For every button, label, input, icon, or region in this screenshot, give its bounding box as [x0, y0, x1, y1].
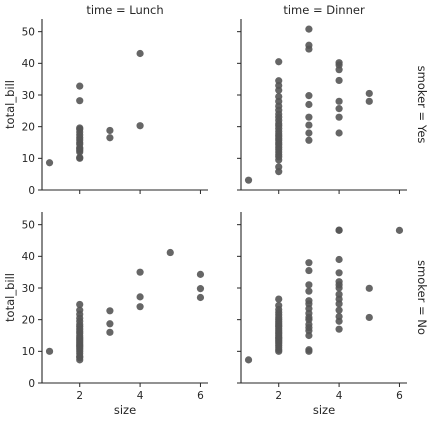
data-point: [136, 49, 144, 58]
data-point: [335, 269, 343, 277]
data-point: [335, 255, 343, 264]
column-title: time = Dinner: [283, 3, 365, 17]
data-point: [244, 176, 253, 184]
data-point: [335, 59, 343, 67]
data-point: [365, 284, 373, 292]
data-point: [365, 97, 373, 105]
x-tick-label: 2: [275, 390, 282, 402]
data-point: [76, 300, 84, 309]
data-point: [106, 134, 114, 142]
data-point: [106, 320, 114, 328]
data-point: [76, 124, 84, 132]
data-point: [275, 92, 283, 101]
row-title: smoker = Yes: [415, 66, 429, 144]
data-point: [335, 97, 343, 105]
data-point: [365, 313, 373, 322]
data-point: [196, 293, 205, 302]
data-point: [106, 126, 114, 135]
data-point: [305, 113, 313, 121]
x-tick-label: 2: [76, 390, 83, 402]
data-point: [275, 295, 283, 303]
y-tick-label: 10: [22, 346, 35, 358]
row-title: smoker = No: [415, 260, 429, 335]
x-tick-label: 4: [137, 390, 144, 402]
x-axis-title: size: [313, 403, 335, 417]
data-point: [305, 100, 313, 109]
data-point: [305, 121, 313, 129]
y-tick-label: 50: [22, 26, 35, 38]
data-point: [335, 76, 343, 85]
data-point: [305, 346, 313, 354]
y-tick-label: 20: [22, 314, 35, 326]
data-point: [305, 25, 313, 33]
y-tick-label: 30: [22, 90, 35, 102]
y-tick-label: 0: [28, 185, 35, 197]
data-point: [335, 226, 343, 234]
x-tick-label: 6: [396, 390, 403, 402]
data-point: [136, 293, 144, 301]
data-point: [196, 285, 205, 293]
column-title: time = Lunch: [86, 3, 163, 17]
data-point: [166, 248, 174, 257]
data-point: [106, 307, 114, 315]
data-point: [305, 129, 313, 137]
y-tick-label: 0: [28, 378, 35, 390]
data-point: [395, 226, 404, 234]
x-tick-label: 6: [197, 390, 204, 402]
data-point: [275, 58, 283, 66]
data-point: [365, 89, 373, 98]
data-point: [275, 77, 283, 85]
data-point: [305, 281, 313, 289]
data-point: [305, 266, 313, 275]
data-point: [305, 259, 313, 267]
data-point: [275, 301, 283, 310]
data-point: [335, 278, 343, 286]
data-point: [45, 159, 54, 167]
data-point: [335, 306, 343, 314]
y-tick-label: 20: [22, 121, 35, 133]
y-tick-label: 40: [22, 58, 35, 70]
data-point: [196, 270, 205, 278]
y-axis-title: total_bill: [3, 273, 17, 322]
data-point: [305, 41, 313, 49]
data-point: [305, 136, 313, 144]
data-point: [76, 82, 84, 90]
data-point: [76, 97, 84, 105]
data-point: [136, 303, 144, 311]
data-point: [335, 325, 343, 333]
data-point: [335, 113, 343, 121]
data-point: [275, 163, 283, 171]
y-axis-title: total_bill: [3, 80, 17, 129]
data-point: [136, 122, 144, 130]
data-point: [335, 290, 343, 298]
data-point: [305, 287, 313, 295]
y-tick-label: 40: [22, 251, 35, 263]
data-point: [244, 356, 253, 364]
y-tick-label: 50: [22, 219, 35, 231]
data-point: [76, 153, 84, 161]
y-tick-label: 10: [22, 153, 35, 165]
data-point: [335, 105, 343, 113]
data-point: [136, 268, 144, 276]
data-point: [305, 92, 313, 100]
data-point: [106, 328, 114, 336]
data-point: [76, 306, 84, 314]
y-tick-label: 30: [22, 283, 35, 295]
data-point: [45, 347, 54, 355]
x-tick-label: 4: [336, 390, 343, 402]
data-point: [305, 297, 313, 305]
x-axis-title: size: [114, 403, 136, 417]
data-point: [335, 129, 343, 137]
data-point: [335, 312, 343, 321]
